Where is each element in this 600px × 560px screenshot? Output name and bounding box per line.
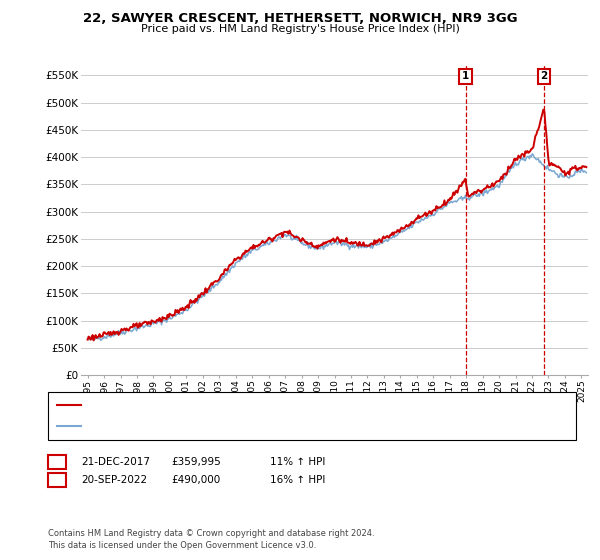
Text: 2: 2: [53, 475, 61, 485]
Text: £490,000: £490,000: [171, 475, 220, 485]
Text: 22, SAWYER CRESCENT, HETHERSETT, NORWICH, NR9 3GG (detached house): 22, SAWYER CRESCENT, HETHERSETT, NORWICH…: [85, 401, 452, 410]
Text: 1: 1: [462, 71, 469, 81]
Text: Contains HM Land Registry data © Crown copyright and database right 2024.
This d: Contains HM Land Registry data © Crown c…: [48, 529, 374, 550]
Text: £359,995: £359,995: [171, 457, 221, 467]
Text: Price paid vs. HM Land Registry's House Price Index (HPI): Price paid vs. HM Land Registry's House …: [140, 24, 460, 34]
Text: 16% ↑ HPI: 16% ↑ HPI: [270, 475, 325, 485]
Text: 22, SAWYER CRESCENT, HETHERSETT, NORWICH, NR9 3GG: 22, SAWYER CRESCENT, HETHERSETT, NORWICH…: [83, 12, 517, 25]
Text: 1: 1: [53, 457, 61, 467]
Text: 11% ↑ HPI: 11% ↑ HPI: [270, 457, 325, 467]
Text: 20-SEP-2022: 20-SEP-2022: [81, 475, 147, 485]
Text: 21-DEC-2017: 21-DEC-2017: [81, 457, 150, 467]
Text: HPI: Average price, detached house, South Norfolk: HPI: Average price, detached house, Sout…: [85, 422, 326, 431]
Text: 2: 2: [540, 71, 548, 81]
